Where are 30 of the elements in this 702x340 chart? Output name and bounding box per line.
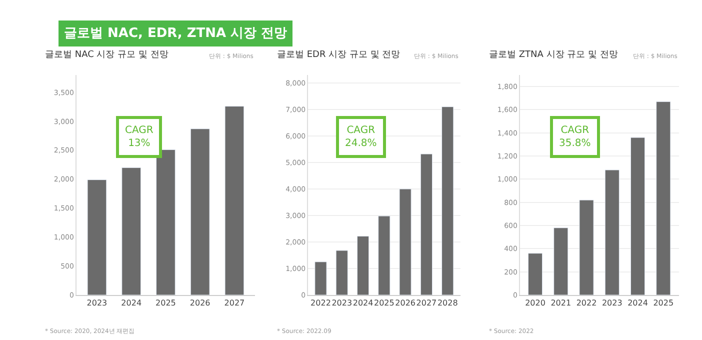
x-tick-label: 2021 <box>550 298 572 308</box>
annotation: CAGR 13% <box>125 125 154 149</box>
x-tick-label: 2026 <box>190 298 210 308</box>
x-tick-label: 2028 <box>437 298 458 308</box>
bar <box>224 106 244 295</box>
bar <box>122 167 142 295</box>
x-tick-label: 2020 <box>525 298 546 308</box>
bar <box>87 180 107 295</box>
x-tick-label: 2024 <box>628 298 648 308</box>
x-tick-label: 2023 <box>86 298 108 308</box>
text: 글로벌 NAC, EDR, ZTNA 시장 전망 <box>64 26 288 41</box>
x-tick-label: 2027 <box>416 298 437 308</box>
chart-title: 글로벌 ZTNA 시장 규모 및 전망 <box>489 50 618 60</box>
x-tick-label: 2025 <box>653 298 674 308</box>
chart-title: 글로벌 NAC 시장 규모 및 전망 <box>45 50 168 60</box>
x-tick-label: 2027 <box>224 298 245 308</box>
x-tick-label: 2025 <box>156 298 176 308</box>
chart-title: 글로벌 EDR 시장 규모 및 전망 <box>277 50 400 60</box>
x-tick-label: 2026 <box>395 298 416 308</box>
x-tick-label: 2024 <box>121 298 142 308</box>
x-tick-label: 2025 <box>374 298 394 308</box>
bar <box>190 128 210 295</box>
x-tick-label: 2022 <box>576 298 597 308</box>
bar <box>156 149 176 295</box>
x-tick-label: 2022 <box>310 298 331 308</box>
x-tick-label: 2023 <box>332 298 352 308</box>
annotation: CAGR 35.8% <box>559 125 591 149</box>
x-tick-label: 2023 <box>602 298 622 308</box>
annotation: CAGR 24.8% <box>345 125 377 149</box>
x-tick-label: 2024 <box>352 298 374 308</box>
